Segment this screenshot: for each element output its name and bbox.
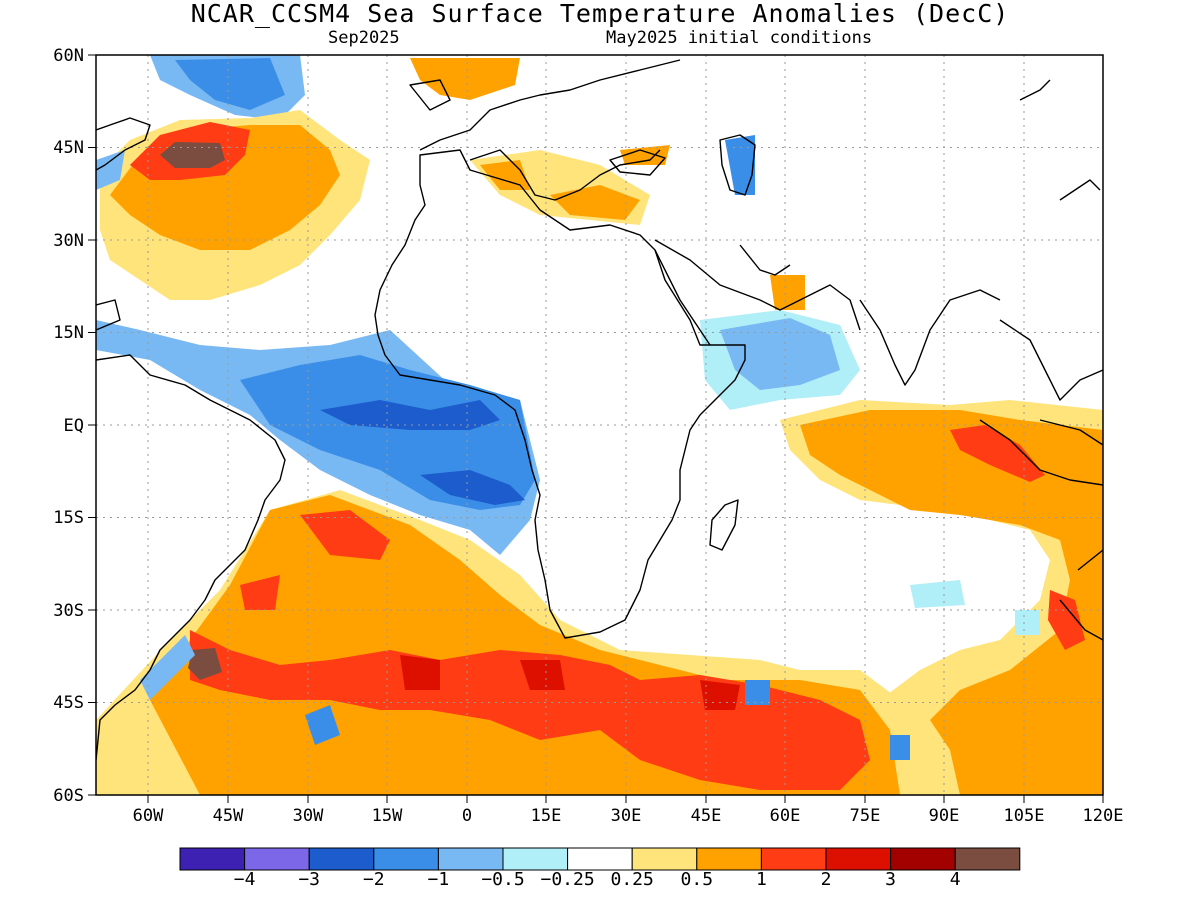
axis-ticks [88, 54, 1104, 803]
coastline-southeast-asia [979, 319, 1103, 486]
colorbar-label: −3 [298, 869, 321, 890]
colorbar-swatch [760, 847, 827, 871]
lon-label: 75E [850, 806, 881, 826]
lon-label: 120E [1083, 806, 1124, 826]
lat-label: 60S [53, 786, 84, 806]
colorbar-label: 4 [949, 869, 961, 890]
colorbar-swatch [890, 847, 956, 871]
colorbar-label: 0.25 [610, 869, 654, 890]
colorbar-swatch [373, 847, 439, 871]
colorbar [179, 847, 1021, 871]
anomaly-region-indian-ocean-orange [800, 410, 1103, 795]
anomaly-region-europe-warm [410, 58, 520, 100]
colorbar-swatch [631, 847, 698, 871]
anomaly-region-gulf-stream-core [160, 142, 225, 168]
lat-label: 45N [53, 138, 84, 158]
lon-label: 0 [462, 806, 472, 826]
colorbar-label: 2 [820, 869, 832, 890]
colorbar-swatch [437, 847, 504, 871]
colorbar-swatch [308, 847, 375, 871]
lon-label: 15W [372, 806, 403, 826]
colorbar-swatch [696, 847, 762, 871]
lon-label: 90E [929, 806, 960, 826]
colorbar-swatch [825, 847, 892, 871]
anomaly-region-north-atlantic-cold-core [175, 58, 285, 110]
coastline-north-america [96, 117, 151, 331]
lat-label: 60N [53, 46, 84, 66]
lon-label: 45W [213, 806, 244, 826]
colorbar-label: 0.5 [680, 869, 714, 890]
lon-label: 105E [1004, 806, 1045, 826]
colorbar-label: −4 [233, 869, 256, 890]
coastline-south-america [96, 354, 286, 761]
colorbar-swatch [954, 847, 1021, 871]
lon-label: 60W [133, 806, 164, 826]
coastline-australia [1059, 549, 1103, 641]
subtitle-initial-conditions: May2025 initial conditions [606, 28, 873, 48]
lat-label: 45S [53, 693, 84, 713]
chart-title: NCAR_CCSM4 Sea Surface Temperature Anoma… [190, 0, 1010, 28]
anomaly-field [96, 55, 1103, 795]
colorbar-label: −0.5 [481, 869, 525, 890]
colorbar-label: 3 [885, 869, 897, 890]
coastline-caspian [719, 134, 756, 196]
lat-label: 30N [53, 231, 84, 251]
anomaly-region-south-atlantic-red [190, 630, 870, 790]
coastline-black-sea [609, 149, 666, 176]
coastline-madagascar [709, 499, 739, 551]
lon-label: 15E [531, 806, 562, 826]
colorbar-swatch [567, 847, 633, 871]
lon-label: 30E [611, 806, 642, 826]
coastlines [96, 59, 1103, 761]
colorbar-label: −1 [427, 869, 450, 890]
colorbar-swatch [502, 847, 569, 871]
coastline-india [859, 289, 1001, 386]
lon-label: 30W [293, 806, 324, 826]
colorbar-label: −0.25 [540, 869, 595, 890]
colorbar-label: −2 [362, 869, 385, 890]
colorbar-swatch [179, 847, 246, 871]
lat-label: 15N [53, 323, 84, 343]
lat-label: 30S [53, 601, 84, 621]
lat-label: 15S [53, 508, 84, 528]
colorbar-swatch [244, 847, 310, 871]
coastline-arabia [654, 239, 861, 346]
lon-label: 45E [691, 806, 722, 826]
subtitle-forecast-month: Sep2025 [328, 28, 400, 48]
coastline-europe [409, 59, 681, 201]
lat-label: EQ [64, 416, 84, 436]
lon-label: 60E [770, 806, 801, 826]
colorbar-label: 1 [755, 869, 767, 890]
anomaly-region-arabian-sea-cold [720, 318, 840, 390]
anomaly-region-south-atlantic-core [188, 648, 222, 680]
